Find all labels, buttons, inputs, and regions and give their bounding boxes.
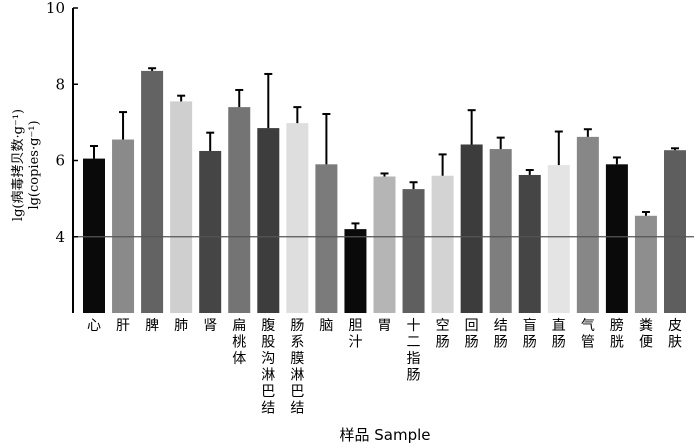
bar-5 [228,107,251,313]
y-axis-title-line-1: lg(copies·g⁻¹) [27,120,42,209]
x-label-13: 回肠 [465,318,479,351]
x-axis-title: 样品 Sample [339,426,430,444]
x-label-4: 肾 [203,318,217,334]
x-label-6: 腹股沟淋巴结 [261,317,275,417]
x-label-10: 胃 [378,318,392,334]
bar-0 [83,158,105,313]
y-axis-title-line-0: lg(病毒拷贝数·g⁻¹) [11,109,26,221]
bar-6 [257,128,280,313]
error-bars-group [90,67,679,230]
x-label-5: 扁桃体 [232,318,246,367]
y-tick-label-4: 4 [55,228,65,246]
bar-19 [634,215,657,313]
x-label-11: 十二指肠 [407,318,421,384]
x-label-15: 盲肠 [523,317,537,351]
x-axis-category-labels: 心肝脾肺肾 扁桃体 腹股沟淋巴结 肠系膜淋巴结 脑 胆汁胃 十二指肠 空肠回肠结肠盲肠直肠气管… [87,317,682,417]
y-tick-label-6: 6 [55,152,65,170]
bar-14 [489,149,512,313]
x-label-3: 肺 [174,318,188,334]
bar-8 [315,164,338,313]
bar-20 [664,150,686,313]
bar-4 [199,150,222,313]
x-label-1: 肝 [116,318,130,334]
bar-12 [431,175,454,313]
bar-1 [112,139,135,313]
bar-16 [547,165,570,313]
bar-17 [576,136,599,313]
bar-11 [402,189,425,313]
x-label-14: 结肠 [494,318,508,351]
bar-2 [141,70,164,313]
bar-9 [344,229,367,313]
x-label-9: 胆汁 [348,318,362,351]
x-label-0: 心 [87,318,101,334]
x-label-12: 空肠 [436,318,450,351]
x-label-17: 气管 [581,318,595,351]
x-label-2: 脾 [145,318,159,334]
x-label-7: 肠系膜淋巴结 [290,318,304,417]
bar-15 [518,174,541,313]
y-tick-label-10: 10 [46,0,65,17]
y-axis-ticks: 4 6 8 10 [46,0,78,246]
bar-7 [286,123,309,313]
bar-18 [605,164,628,313]
y-axis-title: lg(病毒拷贝数·g⁻¹) lg(copies·g⁻¹) [11,109,42,221]
bars-group [83,70,686,313]
bar-13 [460,144,483,313]
bar-3 [170,101,193,313]
x-label-16: 直肠 [552,317,566,351]
x-label-20: 皮肤 [668,318,682,351]
bar-10 [373,176,396,313]
y-tick-label-8: 8 [55,75,65,93]
x-label-18: 膀胱 [610,317,624,351]
x-label-8: 脑 [319,318,333,334]
x-label-19: 粪便 [639,318,653,351]
